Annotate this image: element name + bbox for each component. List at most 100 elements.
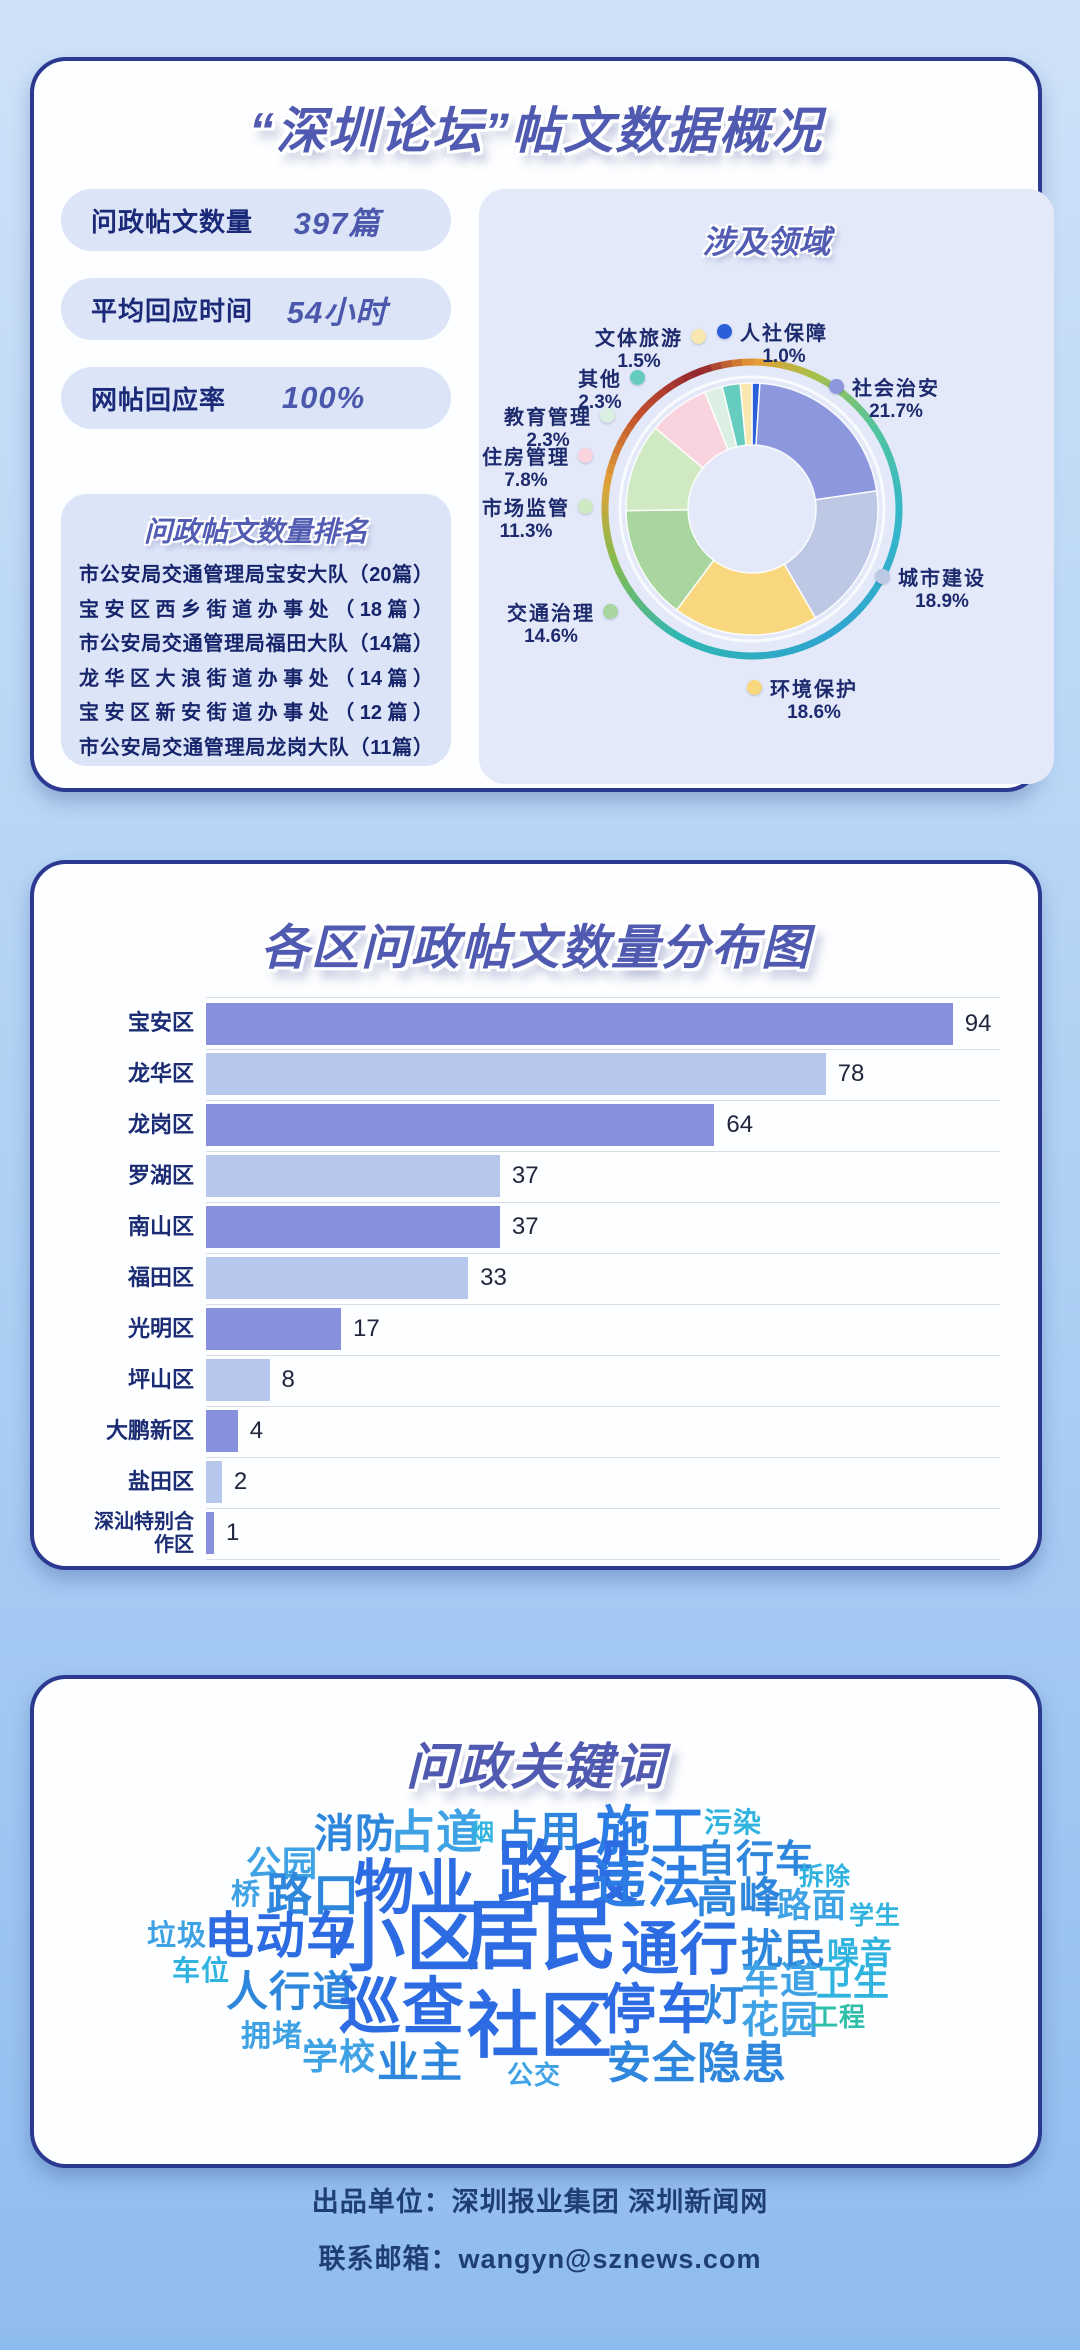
legend-dot-icon	[747, 680, 762, 695]
donut-chart	[601, 358, 903, 660]
donut-decorative-ring-segment	[616, 432, 629, 447]
keyword: 车位	[172, 1955, 231, 1986]
stat-label: 网帖回应率	[91, 384, 227, 415]
bar-label: 宝安区	[127, 1010, 194, 1036]
stat-pill: 问政帖文数量 397篇	[61, 189, 451, 251]
donut-decorative-ring-segment	[689, 639, 703, 651]
keyword: 拆除	[799, 1863, 852, 1891]
bar	[206, 1512, 214, 1554]
donut-decorative-ring-segment	[620, 579, 634, 594]
donut-label-line: 人社保障	[717, 317, 828, 346]
donut-label-文体旅游: 文体旅游 1.5%	[595, 322, 706, 373]
donut-label-name: 社会治安	[852, 378, 940, 400]
bar-label: 光明区	[127, 1316, 194, 1342]
stat-label: 平均回应时间	[91, 295, 254, 326]
keyword: 垃圾	[147, 1920, 208, 1952]
donut-label-name: 其他	[578, 369, 622, 391]
bar-row: 深汕特别合作区 1	[82, 1508, 1000, 1560]
donut-decorative-ring-segment	[602, 481, 611, 495]
donut-label-line: 环境保护	[747, 673, 858, 702]
donut-decorative-ring-segment	[699, 643, 713, 654]
donut-label-line: 住房管理	[482, 441, 593, 470]
keyword: 小区	[331, 1897, 481, 1980]
donut-decorative-ring-segment	[663, 380, 678, 393]
bar-label: 大鹏新区	[105, 1418, 194, 1444]
bar-value: 37	[511, 1162, 539, 1189]
donut-label-name: 城市建设	[898, 568, 986, 590]
bar-label: 南山区	[127, 1214, 194, 1240]
bar-track: 2	[206, 1457, 1000, 1509]
donut-decorative-ring-segment	[893, 482, 902, 496]
donut-label-percent: 1.0%	[762, 346, 806, 367]
keyword: 通行	[621, 1917, 740, 1982]
donut-decorative-ring-segment	[843, 612, 857, 626]
donut-decorative-ring-segment	[655, 386, 669, 400]
donut-label-环境保护: 环境保护 18.6%	[747, 673, 858, 724]
bar-value: 8	[281, 1366, 295, 1393]
bar-track: 4	[206, 1406, 1000, 1458]
keyword: 灯	[702, 1982, 746, 2029]
stat-pill: 网帖回应率 100%	[61, 367, 451, 429]
donut-rim	[618, 375, 886, 643]
footer: 出品单位：深圳报业集团 深圳新闻网 联系邮箱：wangyn@sznews.com	[0, 2180, 1080, 2294]
footer-contact: 联系邮箱：wangyn@sznews.com	[318, 2244, 762, 2274]
donut-decorative-ring-segment	[626, 587, 639, 602]
bar-value: 78	[837, 1060, 865, 1087]
donut-decorative-ring-segment	[780, 646, 794, 657]
bar-row: 宝安区 94	[82, 997, 1000, 1050]
keyword: 停车	[602, 1980, 712, 2040]
legend-dot-icon	[578, 448, 593, 463]
stat-value: 397篇	[293, 205, 381, 241]
donut-label-line: 社会治安	[829, 372, 940, 401]
keyword: 学校	[302, 2036, 377, 2077]
donut-decorative-ring-segment	[857, 597, 871, 611]
keyword: 自行车	[697, 1839, 815, 1881]
bar-label: 福田区	[127, 1265, 194, 1291]
stat-value: 100%	[281, 380, 366, 415]
donut-label-市场监管: 市场监管 11.3%	[482, 492, 593, 543]
donut-decorative-ring-segment	[672, 375, 686, 388]
donut-decorative-ring-segment	[601, 512, 610, 525]
donut-decorative-ring-segment	[760, 651, 773, 660]
bar	[206, 1053, 826, 1095]
keyword: 占道	[389, 1806, 483, 1858]
donut-label-percent: 18.6%	[787, 702, 841, 723]
donut-label-教育管理: 教育管理 2.3%	[504, 401, 615, 452]
donut-label-name: 环境保护	[770, 679, 858, 701]
donut-decorative-ring-segment	[791, 364, 805, 375]
keyword: 花园	[741, 2000, 820, 2042]
donut-label-name: 教育管理	[504, 407, 592, 429]
donut-decorative-ring-segment	[890, 533, 901, 547]
legend-dot-icon	[875, 569, 890, 584]
keyword: 巡查	[339, 1973, 466, 2042]
donut-label-line: 其他	[578, 363, 645, 392]
donut-decorative-ring-segment	[790, 643, 804, 655]
bar	[206, 1155, 500, 1197]
keyword: 学生	[849, 1902, 902, 1930]
bar	[206, 1206, 500, 1248]
donut-decorative-ring-segment	[801, 367, 815, 379]
donut-decorative-ring-segment	[850, 605, 864, 619]
donut-decorative-ring-segment	[835, 618, 849, 632]
ranking-row: 市公安局交通管理局宝安大队（20篇）	[79, 564, 433, 586]
donut-decorative-ring-segment	[810, 371, 825, 384]
keyword: 公交	[507, 2060, 562, 2090]
bar-value: 37	[511, 1213, 539, 1240]
ranking-row: 市公安局交通管理局福田大队（14篇）	[79, 633, 433, 655]
bar	[206, 1359, 270, 1401]
bar-value: 33	[480, 1264, 507, 1291]
keyword: 违法	[592, 1854, 702, 1914]
donut-decorative-ring-segment	[826, 625, 841, 638]
donut-decorative-ring-segment	[893, 523, 902, 537]
donut-label-其他: 其他 2.3%	[578, 363, 645, 414]
keyword: 电动车	[204, 1908, 357, 1964]
donut-decorative-ring-segment	[603, 532, 613, 546]
bar-track: 37	[206, 1151, 1000, 1203]
donut-label-percent: 11.3%	[499, 521, 553, 542]
keyword: 桥	[231, 1879, 262, 1911]
bar-label: 坪山区	[127, 1367, 194, 1393]
donut-label-percent: 7.8%	[504, 470, 548, 491]
donut-label-percent: 18.9%	[915, 591, 969, 612]
keyword: 占用	[496, 1808, 583, 1855]
